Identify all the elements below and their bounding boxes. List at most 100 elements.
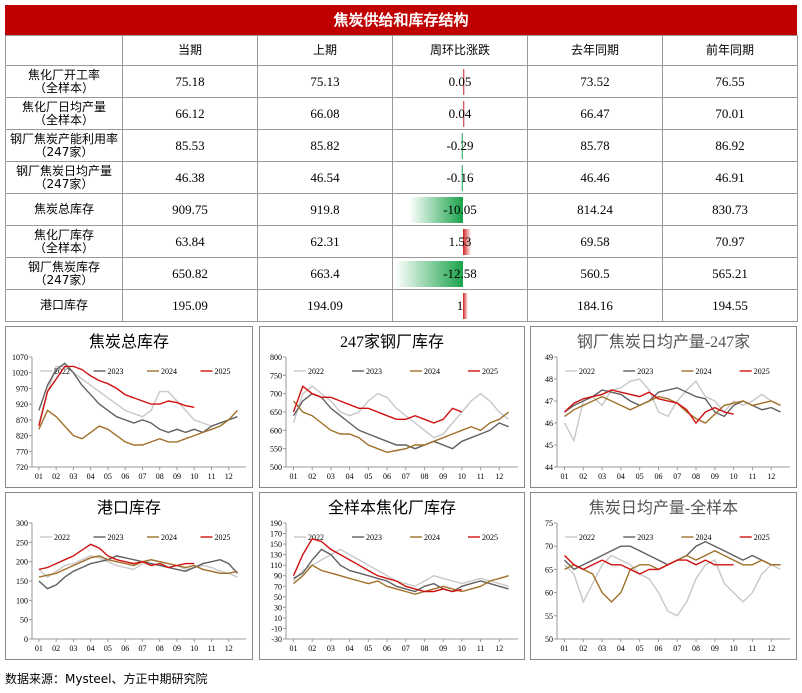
x-tick-label: 07: [673, 472, 681, 481]
x-tick-label: 05: [104, 472, 112, 481]
cell-value: -12.58: [443, 266, 477, 281]
legend-label: 2024: [424, 533, 440, 542]
header-cell: 周环比涨跌: [392, 35, 528, 66]
chart: 焦炭日均产量-全样本 50 55 60 65 70 75 01 02 03 04 05 06 07 08 09…: [545, 499, 790, 653]
cell-value: 650.82: [172, 266, 208, 281]
x-tick-label: 04: [617, 644, 625, 653]
cell: 75.13: [257, 65, 393, 98]
x-tick-label: 11: [749, 472, 757, 481]
row-label: 钢厂焦炭产能利用率 （247家）: [5, 129, 123, 162]
cell-value: 0.04: [448, 106, 472, 121]
x-tick-label: 06: [383, 472, 391, 481]
cell-value: 919.8: [310, 202, 340, 217]
cell-value: 663.4: [310, 266, 340, 281]
x-tick-label: 05: [364, 472, 372, 481]
y-tick-label: 200: [16, 558, 28, 567]
chart-panel: 钢厂焦炭日均产量-247家 44 45 46 47 48 49 01 02 03 04 05 06 07 0…: [530, 326, 797, 488]
cell: 85.53: [122, 129, 258, 162]
y-tick-label: 170: [270, 530, 282, 539]
cell: -12.58: [392, 257, 528, 290]
cell: 66.08: [257, 97, 393, 130]
y-tick-label: 75: [545, 519, 553, 528]
line-series: [564, 389, 734, 425]
x-tick-label: 05: [636, 472, 644, 481]
cell-value: 560.5: [580, 266, 610, 281]
cell-value: 66.08: [310, 106, 340, 121]
cell-value: 909.75: [172, 202, 208, 217]
line-series: [292, 385, 510, 439]
cell: 195.09: [122, 289, 258, 322]
legend-label: 2022: [579, 367, 595, 376]
cell-value: 46.46: [580, 170, 610, 185]
line-series: [38, 555, 238, 590]
x-tick-label: 07: [402, 644, 410, 653]
y-tick-label: 47: [545, 397, 553, 406]
line-series: [564, 554, 781, 617]
x-tick-label: 12: [495, 472, 503, 481]
legend-label: 2025: [482, 533, 498, 542]
y-tick-label: 650: [270, 408, 282, 417]
line-series: [293, 564, 509, 595]
chart-title: 247家钢厂库存: [340, 333, 444, 351]
header-cell: 前年同期: [662, 35, 798, 66]
line-series: [38, 365, 195, 427]
y-tick-label: 60: [545, 589, 553, 598]
y-tick-label: 50: [274, 593, 282, 602]
cell-value: 75.13: [310, 74, 340, 89]
x-tick-label: 03: [327, 472, 335, 481]
line-series: [564, 555, 734, 575]
legend-label: 2025: [482, 367, 498, 376]
y-tick-label: 70: [545, 542, 553, 551]
chart-panel: 焦炭日均产量-全样本 50 55 60 65 70 75 01 02 03 04 05 06 07 08 09…: [530, 492, 797, 660]
line-series: [292, 392, 509, 450]
legend-label: 2023: [108, 367, 124, 376]
legend-label: 2022: [54, 533, 70, 542]
y-tick-label: 70: [274, 582, 282, 591]
legend-label: 2025: [754, 533, 770, 542]
table-title: 焦炭供给和库存结构: [5, 5, 797, 35]
cell: 62.31: [257, 225, 393, 258]
x-tick-label: 07: [402, 472, 410, 481]
x-tick-label: 08: [156, 472, 164, 481]
cell-value: -0.16: [446, 170, 474, 185]
y-tick-label: 0: [24, 635, 28, 644]
x-tick-label: 08: [420, 472, 428, 481]
chart-title: 焦炭日均产量-全样本: [589, 499, 738, 517]
y-tick-label: 720: [16, 463, 28, 472]
y-tick-label: 50: [20, 616, 28, 625]
x-tick-label: 09: [439, 644, 447, 653]
y-tick-label: 130: [270, 551, 282, 560]
cell: 565.21: [662, 257, 798, 290]
cell: 919.8: [257, 193, 393, 226]
cell-value: 62.31: [310, 234, 340, 249]
cell-value: 1: [456, 298, 464, 313]
data-bar: [463, 293, 469, 319]
cell: -10.05: [392, 193, 528, 226]
x-tick-label: 09: [711, 644, 719, 653]
cell: 560.5: [527, 257, 663, 290]
x-tick-label: 01: [289, 644, 297, 653]
line-series: [292, 385, 463, 424]
cell-value: 76.55: [715, 74, 745, 89]
x-tick-label: 10: [730, 472, 738, 481]
x-tick-label: 08: [692, 644, 700, 653]
x-tick-label: 01: [561, 644, 569, 653]
x-tick-label: 03: [327, 644, 335, 653]
x-tick-label: 10: [730, 644, 738, 653]
cell: 650.82: [122, 257, 258, 290]
x-tick-label: 07: [138, 472, 146, 481]
cell: -0.16: [392, 161, 528, 194]
x-tick-label: 11: [208, 472, 216, 481]
cell: 46.46: [527, 161, 663, 194]
x-tick-label: 02: [308, 472, 316, 481]
y-tick-label: 820: [16, 432, 28, 441]
x-tick-label: 01: [289, 472, 297, 481]
x-tick-label: 07: [138, 644, 146, 653]
y-tick-label: 30: [274, 603, 282, 612]
legend-label: 2023: [637, 367, 653, 376]
cell: 46.54: [257, 161, 393, 194]
x-tick-label: 10: [190, 472, 198, 481]
legend-label: 2023: [108, 533, 124, 542]
cell-value: 75.18: [175, 74, 205, 89]
y-tick-label: 870: [16, 416, 28, 425]
